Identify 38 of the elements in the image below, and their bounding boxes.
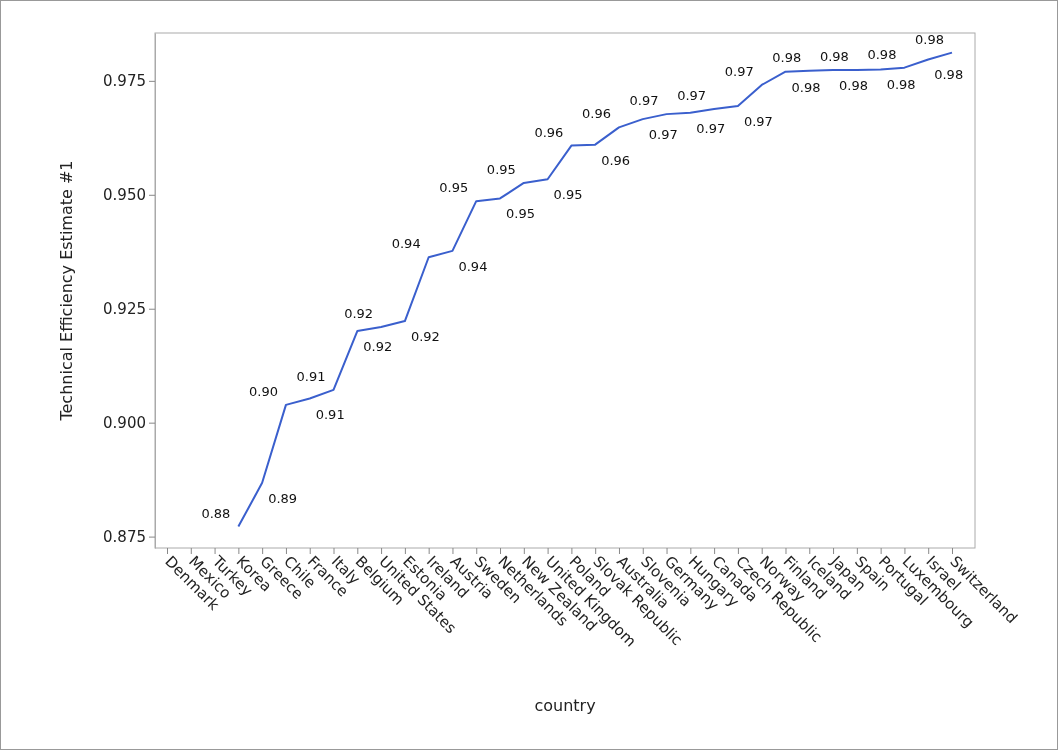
data-label: 0.98 [819, 48, 849, 64]
data-label: 0.98 [839, 77, 869, 93]
data-label: 0.91 [296, 368, 326, 384]
data-label: 0.92 [363, 339, 393, 355]
data-label: 0.96 [601, 152, 631, 168]
data-label: 0.96 [534, 124, 564, 140]
y-tick-label: 0.900 [103, 413, 146, 432]
data-label: 0.95 [553, 187, 583, 203]
data-label: 0.90 [248, 383, 278, 399]
data-label: 0.98 [772, 49, 802, 65]
data-label: 0.97 [677, 88, 707, 104]
data-label: 0.89 [268, 490, 298, 506]
data-label: 0.95 [439, 180, 469, 196]
y-tick-label: 0.925 [103, 300, 146, 319]
data-label: 0.98 [791, 79, 821, 95]
y-tick-label: 0.875 [103, 527, 146, 546]
data-label: 0.97 [648, 127, 678, 143]
data-label: 0.94 [458, 258, 488, 274]
data-label: 0.98 [934, 67, 964, 83]
data-label: 0.91 [315, 406, 345, 422]
data-label: 0.97 [743, 113, 773, 129]
y-tick-label: 0.950 [103, 186, 146, 205]
data-label: 0.96 [582, 106, 611, 122]
data-label: 0.92 [344, 305, 374, 321]
data-label: 0.97 [696, 120, 726, 136]
data-label: 0.98 [867, 46, 897, 62]
data-label: 0.95 [486, 161, 516, 177]
data-label: 0.88 [201, 505, 231, 521]
data-label: 0.92 [410, 329, 440, 345]
y-axis-title: Technical Efficiency Estimate #1 [57, 160, 76, 422]
data-label: 0.98 [915, 31, 944, 47]
y-tick-label: 0.975 [103, 72, 146, 91]
data-label: 0.98 [886, 77, 916, 93]
data-label: 0.94 [391, 236, 421, 252]
x-axis-title: country [534, 696, 596, 715]
data-label: 0.95 [506, 206, 535, 222]
data-label: 0.97 [724, 63, 754, 79]
data-label: 0.97 [629, 93, 659, 109]
